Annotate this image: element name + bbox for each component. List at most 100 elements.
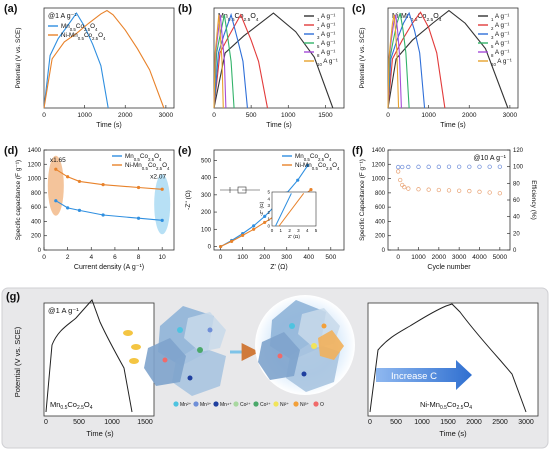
x-tick-label: 0 xyxy=(42,254,46,261)
x-tick-label: 4000 xyxy=(472,254,487,261)
legend-label: Ni-Mn0.5Co2.5O4 xyxy=(295,162,340,171)
inset-x-label: Z' (Ω) xyxy=(288,234,300,240)
panel-g-right-curve xyxy=(369,303,527,413)
x-tick-label: 0 xyxy=(396,254,400,261)
y-tick-label: 500 xyxy=(201,158,212,164)
x-tick-label: 500 xyxy=(325,254,336,261)
highlight-ellipse xyxy=(154,174,171,235)
panel-g-right-xticks: 0 500 1000 1500 2000 2500 3000 xyxy=(368,419,534,426)
inset-x-tick: 0 xyxy=(271,228,274,233)
y-tick-label: 800 xyxy=(31,191,42,197)
legend-label: 3 A g⁻¹ xyxy=(491,31,509,40)
y-tick-label: 1000 xyxy=(28,177,42,183)
y-tick-label: 200 xyxy=(31,234,42,240)
y-tick-label: 400 xyxy=(201,176,212,182)
panel-g-left-xtick: 1500 xyxy=(137,419,153,426)
legend-label-ni2: Ni²⁺ xyxy=(280,402,289,408)
x-tick-label: 200 xyxy=(259,254,270,261)
x-tick-label: 0 xyxy=(219,254,223,261)
y-axis-label: Specific Capacitance (F g⁻¹) xyxy=(359,159,366,241)
legend-dot-ni3 xyxy=(293,401,299,407)
panel-g-right-label: Ni-Mn0.5Co2.5O4 xyxy=(420,400,472,411)
ratio-annotation: x1.65 xyxy=(50,157,66,164)
y-tick-label: 800 xyxy=(375,191,386,197)
chart-panel-a: (a) 0 1000 2000 3000 Time (s) Potential (V vs.… xyxy=(4,3,175,129)
bulb-icon xyxy=(131,344,141,350)
x-tick-label: 300 xyxy=(281,254,292,261)
bulb-icon xyxy=(129,358,139,364)
inset-series xyxy=(275,193,292,227)
x-tick-label: 1500 xyxy=(318,112,333,119)
data-point xyxy=(467,164,472,169)
panel-g-left-curve xyxy=(45,299,133,413)
chart-annotation: @10 A g⁻¹ xyxy=(473,155,506,162)
y-axis-label: Specific capacitance (F g⁻¹) xyxy=(15,160,22,240)
data-point xyxy=(467,188,472,194)
data-point xyxy=(416,164,421,169)
legend-label: 8 A g⁻¹ xyxy=(317,49,335,58)
y2-tick-label: 40 xyxy=(513,215,520,221)
panel-g-left-xtick: 500 xyxy=(73,419,85,426)
inset-y-label: -Z'' (Ω) xyxy=(259,201,265,216)
x-tick-label: 1000 xyxy=(281,112,296,119)
panel-letter: (f) xyxy=(352,145,363,157)
panel-g-left-xtick: 0 xyxy=(44,419,48,426)
legend-dot-mn3 xyxy=(193,401,199,407)
y-tick-label: 0 xyxy=(208,245,212,251)
series-line xyxy=(387,9,509,109)
legend-label: Mn0.5Co2.5O4 xyxy=(61,23,98,32)
circuit-resistor xyxy=(237,186,247,194)
series-line xyxy=(213,14,235,109)
legend-label: 1 A g⁻¹ xyxy=(491,13,509,22)
legend-label: Mn0.5Co2.5O4 xyxy=(125,153,162,162)
plot-area xyxy=(43,149,175,251)
bulb-icons xyxy=(123,330,141,364)
y-tick-label: 1200 xyxy=(28,162,42,168)
legend-label: 1 A g⁻¹ xyxy=(317,13,335,22)
x-tick-label: 3000 xyxy=(452,254,467,261)
y2-tick-label: 80 xyxy=(513,181,520,187)
data-point xyxy=(101,183,105,187)
data-point xyxy=(66,175,70,179)
data-point xyxy=(77,208,82,212)
legend-label-co2: Co²⁺ xyxy=(240,402,251,408)
plot-area xyxy=(387,149,511,251)
legend-label: 2 A g⁻¹ xyxy=(317,22,335,31)
y2-tick-label: 60 xyxy=(513,198,520,204)
x-tick-label: 0 xyxy=(212,112,216,119)
data-point xyxy=(398,177,403,183)
chart-panel-f: (f)0 1000 2000 3000 4000 50000200400600800100… xyxy=(352,145,537,271)
y-tick-label: 200 xyxy=(375,234,386,240)
x-tick-label: 8 xyxy=(137,254,141,261)
panel-g-right-xlabel: Time (s) xyxy=(439,429,467,438)
series-line xyxy=(387,14,400,109)
legend-label-ni3: Ni³⁺ xyxy=(300,402,309,408)
x-tick-label: 2000 xyxy=(432,254,447,261)
data-point xyxy=(136,216,141,220)
legend-label-co3: Co³⁺ xyxy=(260,402,271,408)
data-point xyxy=(66,206,70,210)
crystal-illustration: Mn²⁺ Mn³⁺ Mn⁴⁺ Co²⁺ Co³⁺ Ni²⁺ Ni³⁺ O xyxy=(123,295,355,408)
legend-dot-mn4 xyxy=(213,401,219,407)
data-point xyxy=(487,190,492,195)
chart-panel-c: (c) 0 1000 2000 3000 Time (s) Potential (V vs.… xyxy=(352,3,519,129)
y2-tick-label: 100 xyxy=(513,165,524,171)
y-tick-label: 0 xyxy=(382,248,386,254)
y-axis-label: -Z'' (Ω) xyxy=(185,190,192,210)
data-point xyxy=(263,214,267,218)
series-line xyxy=(55,200,163,221)
data-point xyxy=(230,239,234,243)
x-axis-label: Time (s) xyxy=(96,122,121,129)
data-point xyxy=(446,164,452,169)
data-point xyxy=(160,187,164,191)
legend-dot-mn2 xyxy=(173,401,179,407)
legend-label-mn2: Mn²⁺ xyxy=(180,402,192,408)
inset-y-tick: 2 xyxy=(267,210,270,215)
y2-tick-label: 0 xyxy=(513,248,517,254)
chart-panel-d: (d) 0 2 4 6 8 10 0 200 400 600 800 1000 1200 1400 Curre… xyxy=(4,145,175,271)
legend-label-o: O xyxy=(320,402,324,408)
y2-axis-label: Efficiency (%) xyxy=(530,180,537,220)
panel-g-condition: @1 A g⁻¹ xyxy=(48,306,79,315)
data-point xyxy=(426,187,431,192)
